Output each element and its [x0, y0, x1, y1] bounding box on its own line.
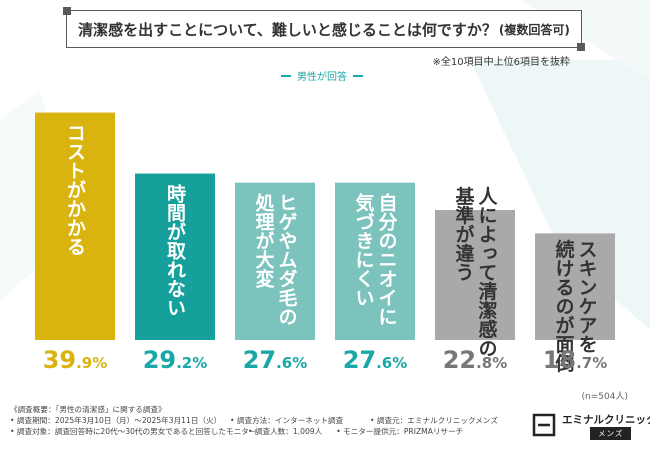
value-label-6: 18.7% — [543, 346, 608, 374]
legend: 男性が回答 — [275, 68, 369, 83]
bar-text-2-1: 時間が取れない — [164, 183, 186, 316]
note-text: ※全10項目中上位6項目を抜粋 — [432, 57, 570, 68]
bar-text-6-1: スキンケアを — [576, 239, 598, 353]
bar-text-3-1: ヒゲやムダ毛の — [276, 193, 298, 326]
footer-source: • 調査元：エミナルクリニックメンズ — [370, 416, 498, 425]
bar-4 — [335, 182, 415, 340]
chart-title: 清潔感を出すことについて、難しいと感じることは何ですか？ — [78, 20, 497, 39]
bar-5 — [435, 210, 515, 340]
value-label-2: 29.2% — [143, 346, 208, 374]
bar-1 — [35, 112, 115, 340]
bar-3 — [235, 182, 315, 340]
survey-footer: 《調査概要：「男性の清潔感」に関する調査》 • 調査期間：2025年3月10日（… — [10, 404, 530, 437]
bar-text-4-1: 自分のニオイに — [376, 191, 398, 325]
sample-size-label: (n=504人) — [581, 392, 628, 402]
bar-text-5-1: 人によって清潔感の — [476, 186, 498, 357]
bar-text-4-2: 気づきにくい — [353, 191, 375, 306]
logo-name: エミナルクリニック — [562, 414, 650, 426]
bar-text-5-2: 基準が違う — [453, 185, 476, 281]
value-label-3: 27.6% — [243, 346, 308, 374]
value-label-5: 22.8% — [443, 346, 508, 374]
value-label-4: 27.6% — [343, 346, 408, 374]
bar-text-3-2: 処理が大変 — [253, 191, 275, 288]
footer-heading: 《調査概要：「男性の清潔感」に関する調査》 — [10, 405, 166, 414]
chart-title-sub: (複数回答可) — [498, 22, 570, 37]
brand-logo: エミナルクリニック メンズ — [532, 411, 650, 441]
bar-text-6-2: 続けるのが面倒 — [553, 238, 576, 373]
footer-period: • 調査期間：2025年3月10日（月）～2025年3月11日（火） — [10, 416, 222, 425]
footer-target: • 調査対象：調査回答時に20代～30代の男女であると回答したモニター — [10, 427, 257, 436]
chart-title-box: 清潔感を出すことについて、難しいと感じることは何ですか？ (複数回答可) — [63, 7, 585, 51]
footer-method: • 調査方法：インターネット調査 — [230, 416, 344, 425]
legend-label: 男性が回答 — [297, 72, 347, 83]
footer-count: • 調査人数：1,009人 — [248, 427, 323, 436]
logo-badge: メンズ — [590, 427, 632, 440]
footer-provider: • モニター提供元：PRIZMAリサーチ — [336, 427, 464, 436]
bar-2 — [135, 173, 215, 340]
bar-6 — [535, 233, 615, 340]
bar-text-1-1: コストがかかる — [64, 123, 86, 256]
value-label-1: 39.9% — [43, 346, 108, 374]
logo-mark-icon — [532, 413, 556, 437]
